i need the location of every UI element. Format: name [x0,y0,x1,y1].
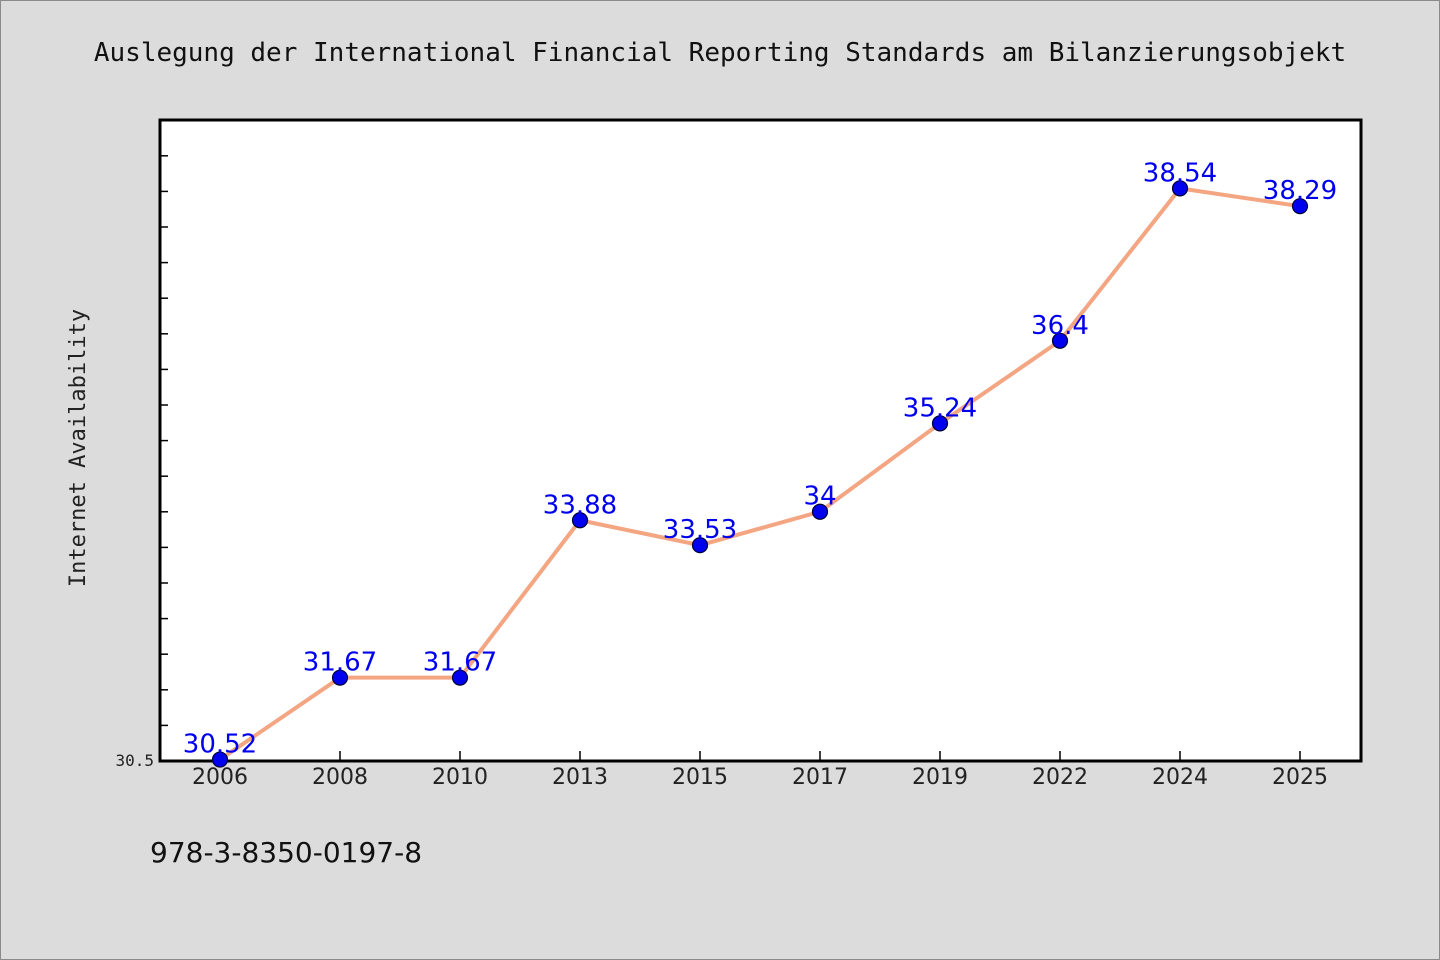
data-point-marker [811,503,829,520]
data-point-marker [931,415,949,432]
data-point-marker [1171,180,1189,197]
data-value-label: 33.53 [663,515,737,545]
data-value-label: 36.4 [1031,311,1089,341]
y-tick-label: 30.5 [115,751,154,770]
x-tick-label: 2025 [1272,765,1328,790]
data-point-marker [571,512,589,529]
y-axis-ticks [160,155,168,727]
x-tick-label: 2019 [912,765,968,790]
data-value-label: 31.67 [303,648,377,678]
x-tick-label: 2013 [552,765,608,790]
data-value-label: 30.52 [183,730,257,760]
series-line [218,186,1302,762]
x-tick-label: 2015 [672,765,728,790]
data-point-marker [1051,332,1069,349]
x-tick-label: 2008 [312,765,368,790]
y-axis-label: Internet Availability [66,309,91,587]
marker-group [211,180,1309,768]
y-axis-tick-labels: 30.5 [115,751,154,770]
data-point-marker [331,669,349,686]
chart-title: Auslegung der International Financial Re… [94,38,1346,68]
data-value-label: 33.88 [543,490,617,520]
data-value-label: 38.54 [1143,158,1217,188]
data-point-marker [211,751,229,768]
x-tick-label: 2017 [792,765,848,790]
x-axis-tick-labels: 2006 2008 2010 2013 2015 2017 2019 2022 2024 2025 [192,765,1328,790]
x-tick-label: 2022 [1032,765,1088,790]
data-point-marker [691,537,709,554]
x-tick-label: 2006 [192,765,248,790]
series-group [218,186,1302,762]
data-value-label: 31.67 [423,648,497,678]
data-value-label: 34 [803,482,836,512]
data-label-group: 30.52 31.67 31.67 33.88 33.53 34 35.24 36.4 38.5… [183,158,1337,759]
data-value-label: 35.24 [903,393,977,423]
data-point-marker [1291,198,1309,215]
x-tick-label: 2010 [432,765,488,790]
plot-area [158,118,1363,763]
x-tick-label: 2024 [1152,765,1208,790]
data-value-label: 38.29 [1263,176,1337,206]
isbn-footer: 978-3-8350-0197-8 [150,836,422,869]
data-point-marker [451,669,469,686]
